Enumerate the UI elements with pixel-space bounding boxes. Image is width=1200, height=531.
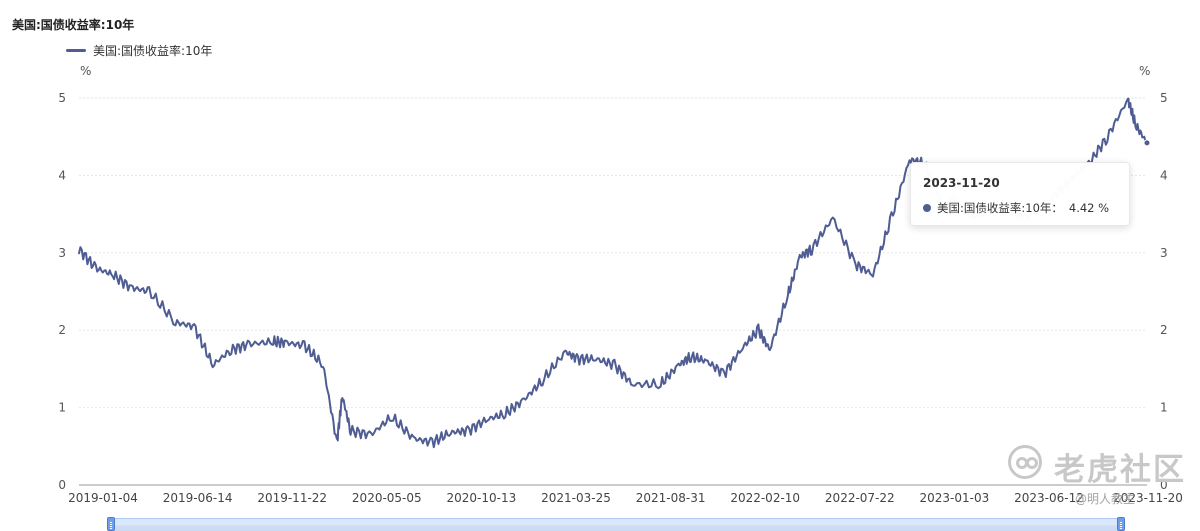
last-data-point — [1143, 139, 1151, 147]
chart-title: 美国:国债收益率:10年 — [12, 18, 135, 32]
right-y-tick-label: 5 — [1160, 91, 1168, 105]
tooltip-row: 美国:国债收益率:10年： 4.42 % — [923, 200, 1117, 216]
slider-right-handle[interactable] — [1117, 517, 1125, 531]
left-y-tick-label: 3 — [58, 246, 66, 260]
right-y-axis-unit: % — [1139, 64, 1151, 78]
tiger-community-watermark: 老虎社区 — [1008, 444, 1184, 488]
tooltip-date: 2023-11-20 — [923, 176, 1000, 190]
right-y-tick-label: 4 — [1160, 168, 1168, 182]
x-tick-label: 2019-06-14 — [163, 491, 233, 505]
x-tick-label: 2019-11-22 — [257, 491, 327, 505]
legend[interactable]: 美国:国债收益率:10年 — [66, 42, 212, 59]
left-y-tick-label: 2 — [58, 323, 66, 337]
slider-overview-area — [111, 525, 1121, 531]
series-dot-icon — [923, 204, 931, 212]
left-y-axis-unit: % — [80, 64, 92, 78]
right-y-tick-label: 2 — [1160, 323, 1168, 337]
x-tick-label: 2021-08-31 — [636, 491, 706, 505]
legend-line-icon — [66, 49, 86, 52]
tooltip-value: 4.42 % — [1068, 201, 1110, 215]
x-tick-label: 2019-01-04 — [68, 491, 138, 505]
x-tick-label: 2022-07-22 — [825, 491, 895, 505]
author-byline: @明人教主 — [1075, 492, 1136, 506]
x-tick-label: 2020-05-05 — [352, 491, 422, 505]
x-tick-label: 2021-03-25 — [541, 491, 611, 505]
left-y-tick-label: 1 — [58, 401, 66, 415]
tooltip-label: 美国:国债收益率:10年： — [937, 201, 1063, 215]
watermark-text: 老虎社区 — [1054, 452, 1186, 488]
x-tick-label: 2023-01-03 — [920, 491, 990, 505]
x-tick-label: 2023-06-12 — [1014, 491, 1084, 505]
left-y-tick-label: 0 — [58, 478, 66, 492]
legend-label: 美国:国债收益率:10年 — [93, 44, 213, 58]
right-y-tick-label: 3 — [1160, 246, 1168, 260]
x-tick-label: 2023-11-20 — [1113, 491, 1183, 505]
right-y-tick-label: 1 — [1160, 401, 1168, 415]
data-tooltip: 2023-11-20 美国:国债收益率:10年： 4.42 % — [910, 162, 1130, 226]
x-tick-label: 2022-02-10 — [730, 491, 800, 505]
left-y-tick-label: 4 — [58, 168, 66, 182]
x-tick-label: 2020-10-13 — [447, 491, 517, 505]
slider-left-handle[interactable] — [107, 517, 115, 531]
yield-series-line — [78, 97, 1148, 449]
right-y-tick-label: 0 — [1160, 478, 1168, 492]
tiger-community-logo-icon — [1008, 445, 1042, 479]
date-range-slider[interactable] — [111, 518, 1121, 531]
left-y-tick-label: 5 — [58, 91, 66, 105]
